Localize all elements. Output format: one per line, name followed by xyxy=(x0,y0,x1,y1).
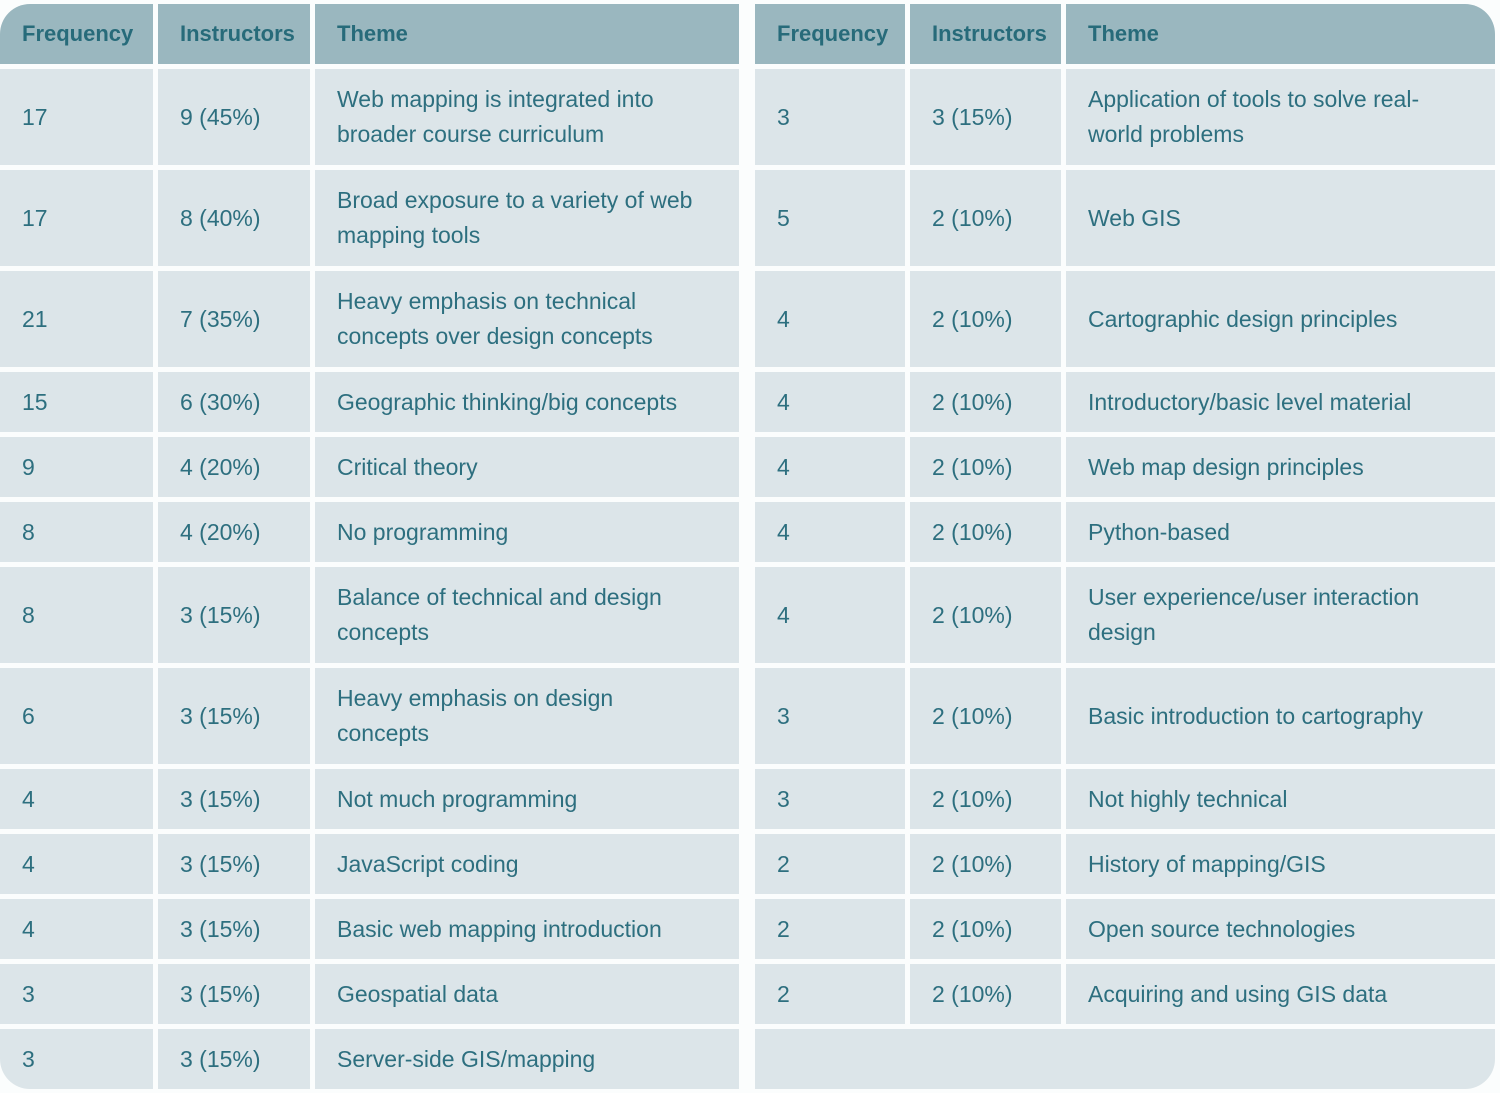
cell-frequency: 9 xyxy=(0,437,153,497)
cell-frequency: 8 xyxy=(0,567,153,663)
cell-instructors: 8 (40%) xyxy=(158,170,310,266)
cell-frequency: 3 xyxy=(755,69,905,165)
cell-instructors: 3 (15%) xyxy=(158,899,310,959)
cell-frequency: 2 xyxy=(755,964,905,1024)
cell-theme: Python-based xyxy=(1066,502,1495,562)
column-header-instructors: Instructors xyxy=(158,4,310,64)
cell-instructors: 4 (20%) xyxy=(158,502,310,562)
column-header-theme: Theme xyxy=(315,4,739,64)
cell-frequency: 6 xyxy=(0,668,153,764)
cell-instructors: 3 (15%) xyxy=(158,834,310,894)
cell-theme: User experience/user interaction design xyxy=(1066,567,1495,663)
cell-theme: Basic introduction to cartography xyxy=(1066,668,1495,764)
cell-theme: Cartographic design principles xyxy=(1066,271,1495,367)
cell-theme: Critical theory xyxy=(315,437,739,497)
cell-instructors: 3 (15%) xyxy=(158,668,310,764)
cell-frequency: 4 xyxy=(755,437,905,497)
cell-frequency: 2 xyxy=(755,899,905,959)
cell-frequency: 3 xyxy=(0,964,153,1024)
cell-instructors: 2 (10%) xyxy=(910,502,1061,562)
cell-instructors: 9 (45%) xyxy=(158,69,310,165)
cell-frequency: 4 xyxy=(0,834,153,894)
cell-frequency: 17 xyxy=(0,69,153,165)
cell-frequency: 4 xyxy=(755,372,905,432)
cell-instructors: 3 (15%) xyxy=(158,964,310,1024)
cell-instructors: 2 (10%) xyxy=(910,567,1061,663)
cell-instructors: 2 (10%) xyxy=(910,170,1061,266)
themes-table-right: Frequency Instructors Theme 3 3 (15%) Ap… xyxy=(755,4,1495,1093)
cell-theme: Geospatial data xyxy=(315,964,739,1024)
cell-frequency: 4 xyxy=(0,899,153,959)
column-header-instructors: Instructors xyxy=(910,4,1061,64)
cell-frequency: 2 xyxy=(755,834,905,894)
cell-theme: Balance of technical and design concepts xyxy=(315,567,739,663)
cell-frequency: 15 xyxy=(0,372,153,432)
empty-cell xyxy=(755,1029,1495,1089)
cell-instructors: 2 (10%) xyxy=(910,899,1061,959)
cell-instructors: 2 (10%) xyxy=(910,372,1061,432)
cell-theme: No programming xyxy=(315,502,739,562)
cell-frequency: 4 xyxy=(755,271,905,367)
cell-theme: Application of tools to solve real-world… xyxy=(1066,69,1495,165)
cell-instructors: 2 (10%) xyxy=(910,964,1061,1024)
cell-frequency: 8 xyxy=(0,502,153,562)
cell-theme: Not highly technical xyxy=(1066,769,1495,829)
cell-instructors: 3 (15%) xyxy=(910,69,1061,165)
cell-frequency: 3 xyxy=(755,668,905,764)
cell-theme: Web map design principles xyxy=(1066,437,1495,497)
cell-frequency: 3 xyxy=(0,1029,153,1089)
cell-frequency: 4 xyxy=(755,567,905,663)
cell-theme: JavaScript coding xyxy=(315,834,739,894)
cell-frequency: 4 xyxy=(755,502,905,562)
cell-theme: Open source technologies xyxy=(1066,899,1495,959)
cell-frequency: 21 xyxy=(0,271,153,367)
cell-instructors: 4 (20%) xyxy=(158,437,310,497)
cell-instructors: 2 (10%) xyxy=(910,437,1061,497)
column-header-frequency: Frequency xyxy=(0,4,153,64)
cell-instructors: 2 (10%) xyxy=(910,769,1061,829)
column-header-theme: Theme xyxy=(1066,4,1495,64)
cell-theme: Acquiring and using GIS data xyxy=(1066,964,1495,1024)
cell-frequency: 4 xyxy=(0,769,153,829)
cell-frequency: 5 xyxy=(755,170,905,266)
cell-frequency: 3 xyxy=(755,769,905,829)
cell-theme: Heavy emphasis on technical concepts ove… xyxy=(315,271,739,367)
cell-theme: Web mapping is integrated into broader c… xyxy=(315,69,739,165)
cell-theme: History of mapping/GIS xyxy=(1066,834,1495,894)
cell-instructors: 2 (10%) xyxy=(910,668,1061,764)
cell-theme: Web GIS xyxy=(1066,170,1495,266)
cell-theme: Heavy emphasis on design concepts xyxy=(315,668,739,764)
cell-theme: Basic web mapping introduction xyxy=(315,899,739,959)
themes-table-left: Frequency Instructors Theme 17 9 (45%) W… xyxy=(0,4,739,1093)
cell-instructors: 3 (15%) xyxy=(158,769,310,829)
cell-instructors: 2 (10%) xyxy=(910,271,1061,367)
cell-theme: Introductory/basic level material xyxy=(1066,372,1495,432)
cell-theme: Broad exposure to a variety of web mappi… xyxy=(315,170,739,266)
cell-instructors: 6 (30%) xyxy=(158,372,310,432)
column-header-frequency: Frequency xyxy=(755,4,905,64)
cell-theme: Not much programming xyxy=(315,769,739,829)
cell-instructors: 3 (15%) xyxy=(158,1029,310,1089)
cell-instructors: 3 (15%) xyxy=(158,567,310,663)
cell-frequency: 17 xyxy=(0,170,153,266)
cell-theme: Geographic thinking/big concepts xyxy=(315,372,739,432)
cell-theme: Server-side GIS/mapping xyxy=(315,1029,739,1089)
cell-instructors: 7 (35%) xyxy=(158,271,310,367)
cell-instructors: 2 (10%) xyxy=(910,834,1061,894)
